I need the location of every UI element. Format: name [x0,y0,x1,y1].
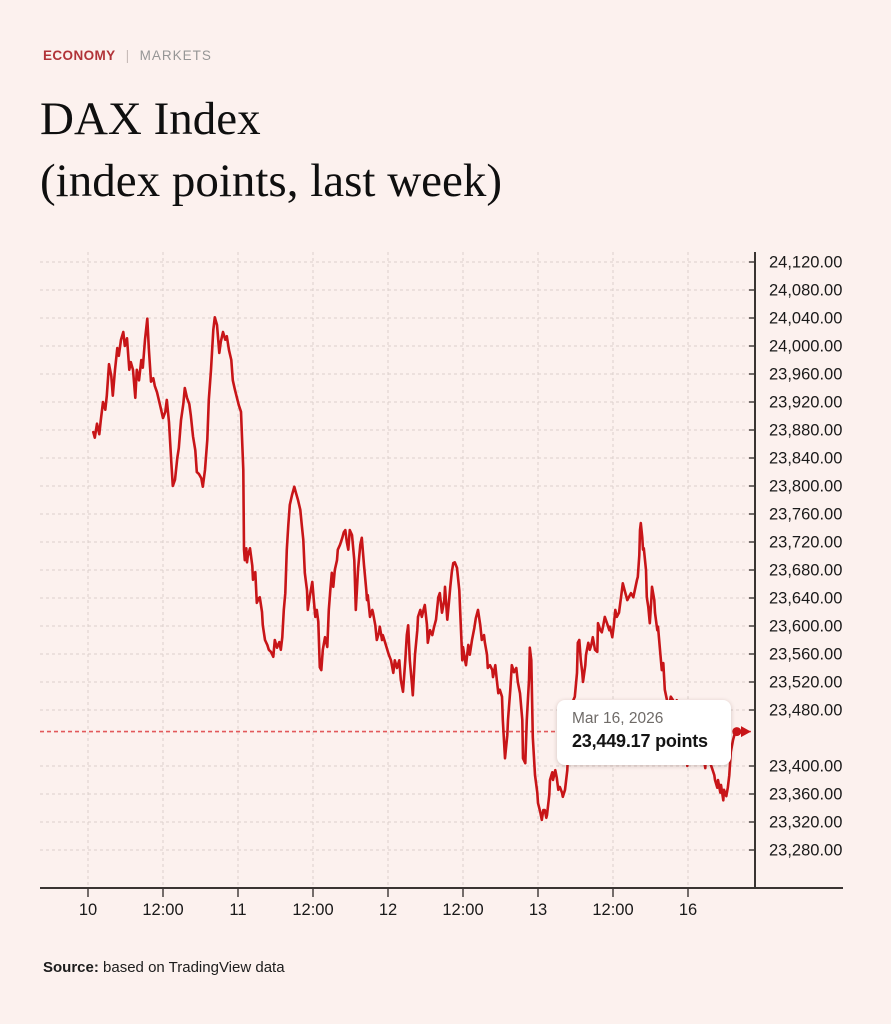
y-axis-label: 24,120.00 [769,254,842,272]
x-axis-label: 16 [679,901,697,919]
y-axis-label: 23,960.00 [769,366,842,384]
y-axis-label: 23,280.00 [769,842,842,860]
x-axis-label: 12:00 [142,901,183,919]
price-tooltip: Mar 16, 2026 23,449.17 points [557,700,731,765]
x-axis-label: 12:00 [442,901,483,919]
source-text: based on TradingView data [98,959,285,976]
y-axis-label: 24,080.00 [769,282,842,300]
x-axis-label: 11 [229,901,246,919]
breadcrumb: ECONOMY | MARKETS [43,47,212,63]
last-price-dot [732,727,742,737]
y-axis-label: 23,800.00 [769,478,842,496]
x-axis-label: 12:00 [292,901,333,919]
y-axis-label: 24,040.00 [769,310,842,328]
y-axis-label: 23,720.00 [769,534,842,552]
breadcrumb-markets-link[interactable]: MARKETS [139,47,212,63]
tooltip-date: Mar 16, 2026 [572,710,664,727]
y-axis-label: 23,680.00 [769,562,842,580]
y-axis-label: 23,880.00 [769,422,842,440]
y-axis-label: 23,840.00 [769,450,842,468]
y-axis-label: 23,520.00 [769,674,842,692]
breadcrumb-economy-link[interactable]: ECONOMY [43,47,116,63]
page-title: DAX Index (index points, last week) [40,88,502,212]
y-axis-label: 23,560.00 [769,646,842,664]
y-axis-label: 23,480.00 [769,702,842,720]
title-line-1: DAX Index [40,93,261,145]
title-line-2: (index points, last week) [40,155,503,207]
tooltip-value: 23,449.17 points [572,731,708,751]
breadcrumb-separator: | [125,47,130,63]
y-axis-label: 23,920.00 [769,394,842,412]
x-axis-label: 12:00 [592,901,633,919]
source-note: Source: based on TradingView data [43,959,285,976]
x-axis-label: 10 [79,901,97,919]
last-price-arrow-icon [741,726,751,738]
x-axis-label: 12 [379,901,397,919]
y-axis-label: 23,640.00 [769,590,842,608]
x-axis-label: 13 [529,901,547,919]
y-axis-label: 23,360.00 [769,786,842,804]
y-axis-label: 23,600.00 [769,618,842,636]
y-axis-label: 23,400.00 [769,758,842,776]
y-axis-label: 23,320.00 [769,814,842,832]
source-label: Source: [43,959,99,976]
dax-series-line [92,316,739,822]
y-axis-label: 24,000.00 [769,338,842,356]
y-axis-label: 23,760.00 [769,506,842,524]
